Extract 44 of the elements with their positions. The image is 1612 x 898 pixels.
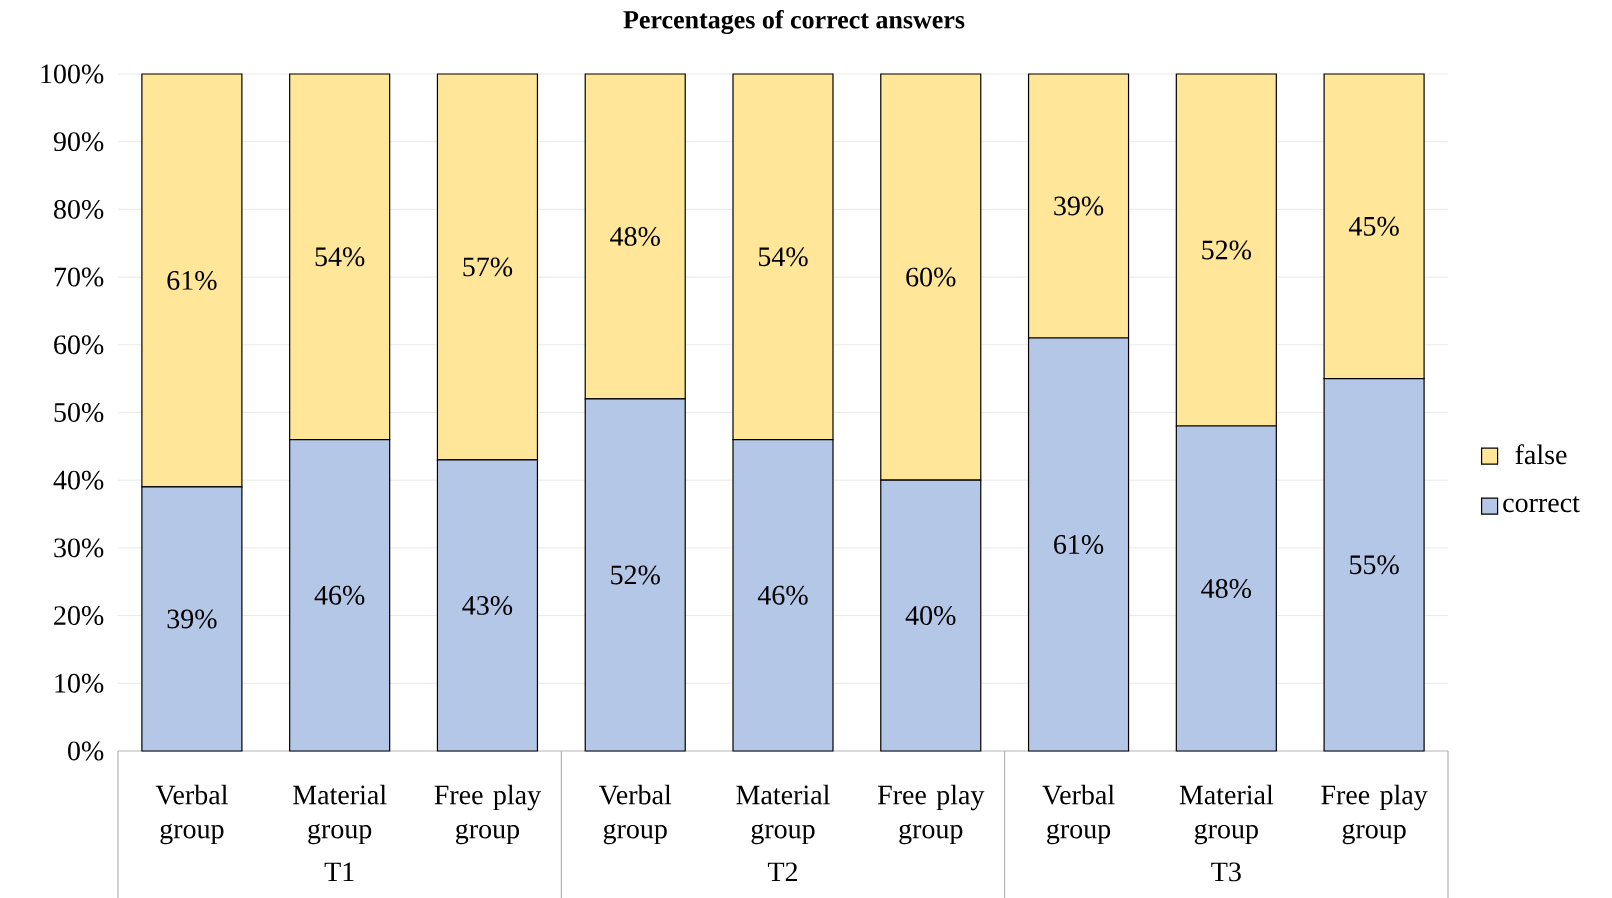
legend-label: false xyxy=(1515,444,1567,465)
y-tick-label: 100% xyxy=(41,64,104,84)
x-tick-label: Material group xyxy=(736,784,830,845)
data-label: 43% xyxy=(462,595,513,615)
data-label: 54% xyxy=(758,247,808,267)
y-tick-label: 20% xyxy=(54,606,104,626)
x-tick-label: Verbal group xyxy=(155,784,228,845)
data-label: 54% xyxy=(315,247,365,267)
data-label: 52% xyxy=(611,565,660,585)
x-tick-label: Free play group xyxy=(434,784,541,845)
data-label: 46% xyxy=(757,585,808,605)
data-label: 60% xyxy=(906,267,956,287)
y-tick-label: 90% xyxy=(53,132,104,152)
y-tick-label: 30% xyxy=(54,538,104,558)
data-label: 46% xyxy=(314,585,365,605)
data-label: 61% xyxy=(167,270,217,290)
data-label: 39% xyxy=(167,609,217,629)
chart-title: Percentages of correct answers xyxy=(623,9,965,35)
y-tick-label: 10% xyxy=(55,673,104,693)
y-tick-label: 80% xyxy=(54,199,104,219)
y-tick-label: 40% xyxy=(53,470,104,490)
y-tick-label: 70% xyxy=(54,267,104,287)
data-label: 45% xyxy=(1348,216,1399,236)
data-label: 40% xyxy=(905,606,956,626)
y-tick-label: 50% xyxy=(54,402,104,422)
x-tick-label: Material group xyxy=(293,784,387,845)
legend-label: correct xyxy=(1503,496,1580,513)
text: T3 xyxy=(1211,862,1241,882)
y-tick-label: 0% xyxy=(68,741,104,761)
text: T2 xyxy=(767,862,797,881)
text: T1 xyxy=(324,862,354,881)
x-tick-label: Material group xyxy=(1179,784,1274,845)
data-label: 48% xyxy=(1201,579,1252,599)
data-label: 61% xyxy=(1054,535,1104,554)
data-label: 48% xyxy=(610,226,660,246)
x-tick-label: Free play group xyxy=(877,784,985,845)
x-tick-label: Free play group xyxy=(1321,784,1428,845)
data-label: 39% xyxy=(1054,196,1104,216)
data-label: 55% xyxy=(1350,555,1399,575)
data-label: 57% xyxy=(463,257,513,277)
data-label: 52% xyxy=(1202,240,1252,260)
x-tick-label: Verbal group xyxy=(1042,784,1115,845)
y-tick-label: 60% xyxy=(54,335,104,355)
x-tick-label: Verbal group xyxy=(599,784,672,845)
